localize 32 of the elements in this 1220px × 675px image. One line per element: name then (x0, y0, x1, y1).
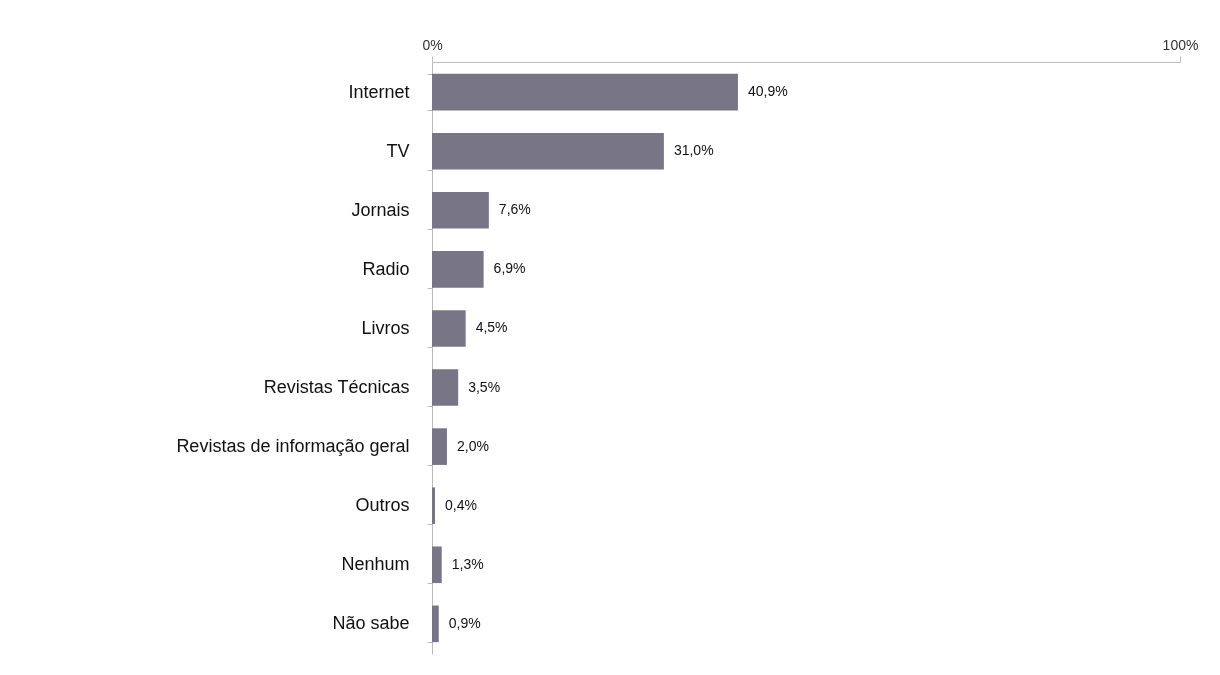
bar (432, 428, 447, 465)
y-tick-label: Nenhum (341, 554, 410, 575)
y-tick-label: Internet (348, 81, 410, 102)
x-tick-label: 100% (1162, 36, 1199, 53)
bar (432, 132, 664, 170)
bar (432, 605, 439, 643)
data-label: 1,3% (451, 555, 484, 572)
bar (432, 369, 459, 406)
data-label: 6,9% (493, 260, 526, 277)
bar (432, 487, 435, 525)
y-tick-label: TV (386, 140, 410, 161)
data-label: 3,5% (468, 378, 501, 395)
data-label: 31,0% (673, 142, 714, 159)
y-tick-label: Revistas de informação geral (176, 436, 410, 457)
y-tick-label: Livros (361, 317, 410, 338)
bar (432, 546, 442, 584)
data-label: 4,5% (475, 319, 508, 336)
y-tick-label: Radio (362, 258, 410, 279)
data-label: 40,9% (747, 83, 788, 100)
data-label: 0,4% (444, 496, 477, 513)
bar (432, 191, 489, 229)
y-tick-label: Não sabe (332, 613, 410, 634)
bar (432, 310, 466, 347)
y-tick-label: Revistas Técnicas (263, 377, 410, 398)
y-tick-label: Outros (355, 495, 410, 516)
bar (432, 73, 738, 111)
data-label: 0,9% (448, 614, 481, 631)
y-tick-label: Jornais (351, 199, 410, 220)
bar (432, 251, 484, 288)
data-label: 2,0% (456, 437, 489, 454)
data-label: 7,6% (498, 201, 531, 218)
x-tick-label: 0% (422, 36, 443, 53)
